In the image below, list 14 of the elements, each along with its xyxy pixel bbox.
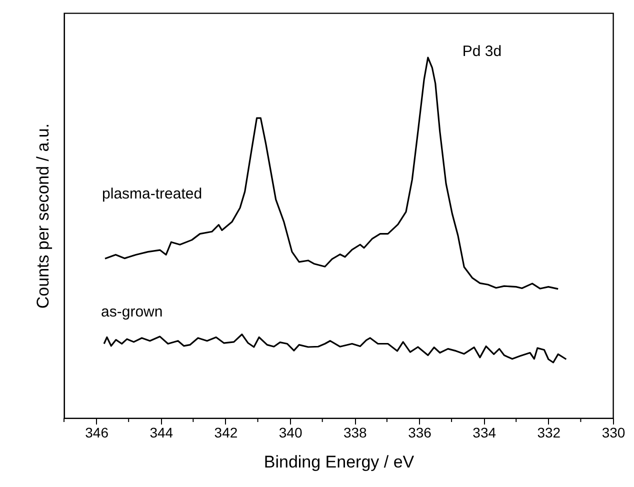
x-tick-label: 340 bbox=[278, 424, 302, 440]
y-axis-title: Counts per second / a.u. bbox=[34, 123, 52, 309]
x-tick-label: 346 bbox=[85, 424, 109, 440]
annotation: Pd 3d bbox=[462, 43, 502, 60]
x-tick-label: 342 bbox=[214, 424, 238, 440]
x-axis-title: Binding Energy / eV bbox=[264, 452, 415, 472]
x-tick-label: 330 bbox=[602, 424, 626, 440]
series-label: as-grown bbox=[101, 304, 163, 321]
x-tick-label: 336 bbox=[408, 424, 432, 440]
x-tick-label: 344 bbox=[150, 424, 174, 440]
x-tick-label: 334 bbox=[472, 424, 496, 440]
series-label: plasma-treated bbox=[102, 186, 202, 203]
x-tick-label: 332 bbox=[537, 424, 561, 440]
x-tick-label: 338 bbox=[343, 424, 368, 440]
